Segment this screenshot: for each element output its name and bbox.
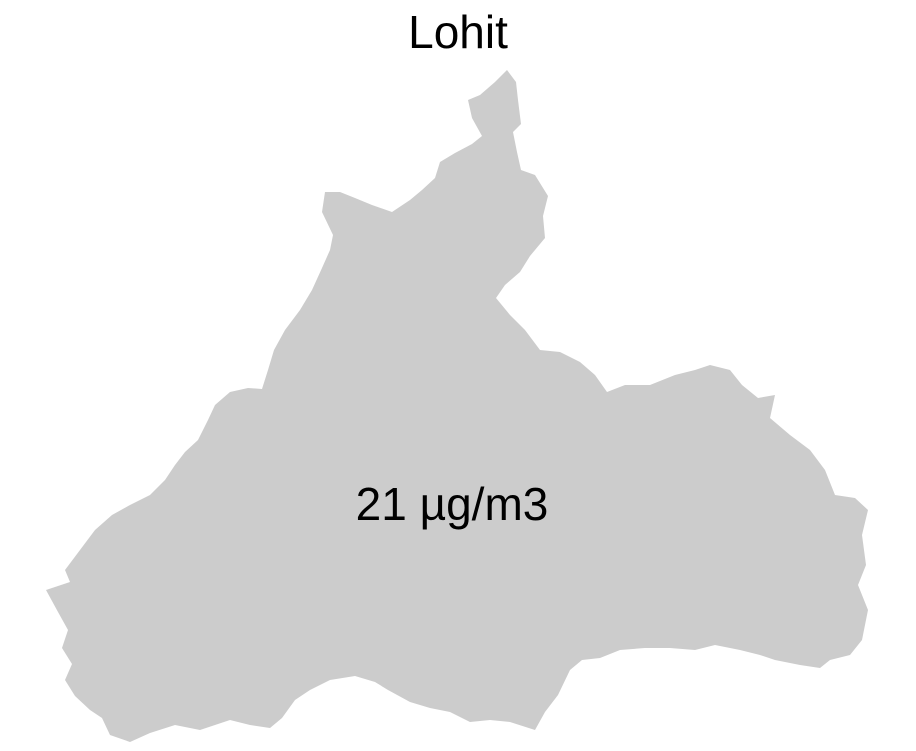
lohit-district-region [46,70,868,742]
value-label: 21 µg/m3 [356,478,549,530]
map-title: Lohit [408,6,508,58]
